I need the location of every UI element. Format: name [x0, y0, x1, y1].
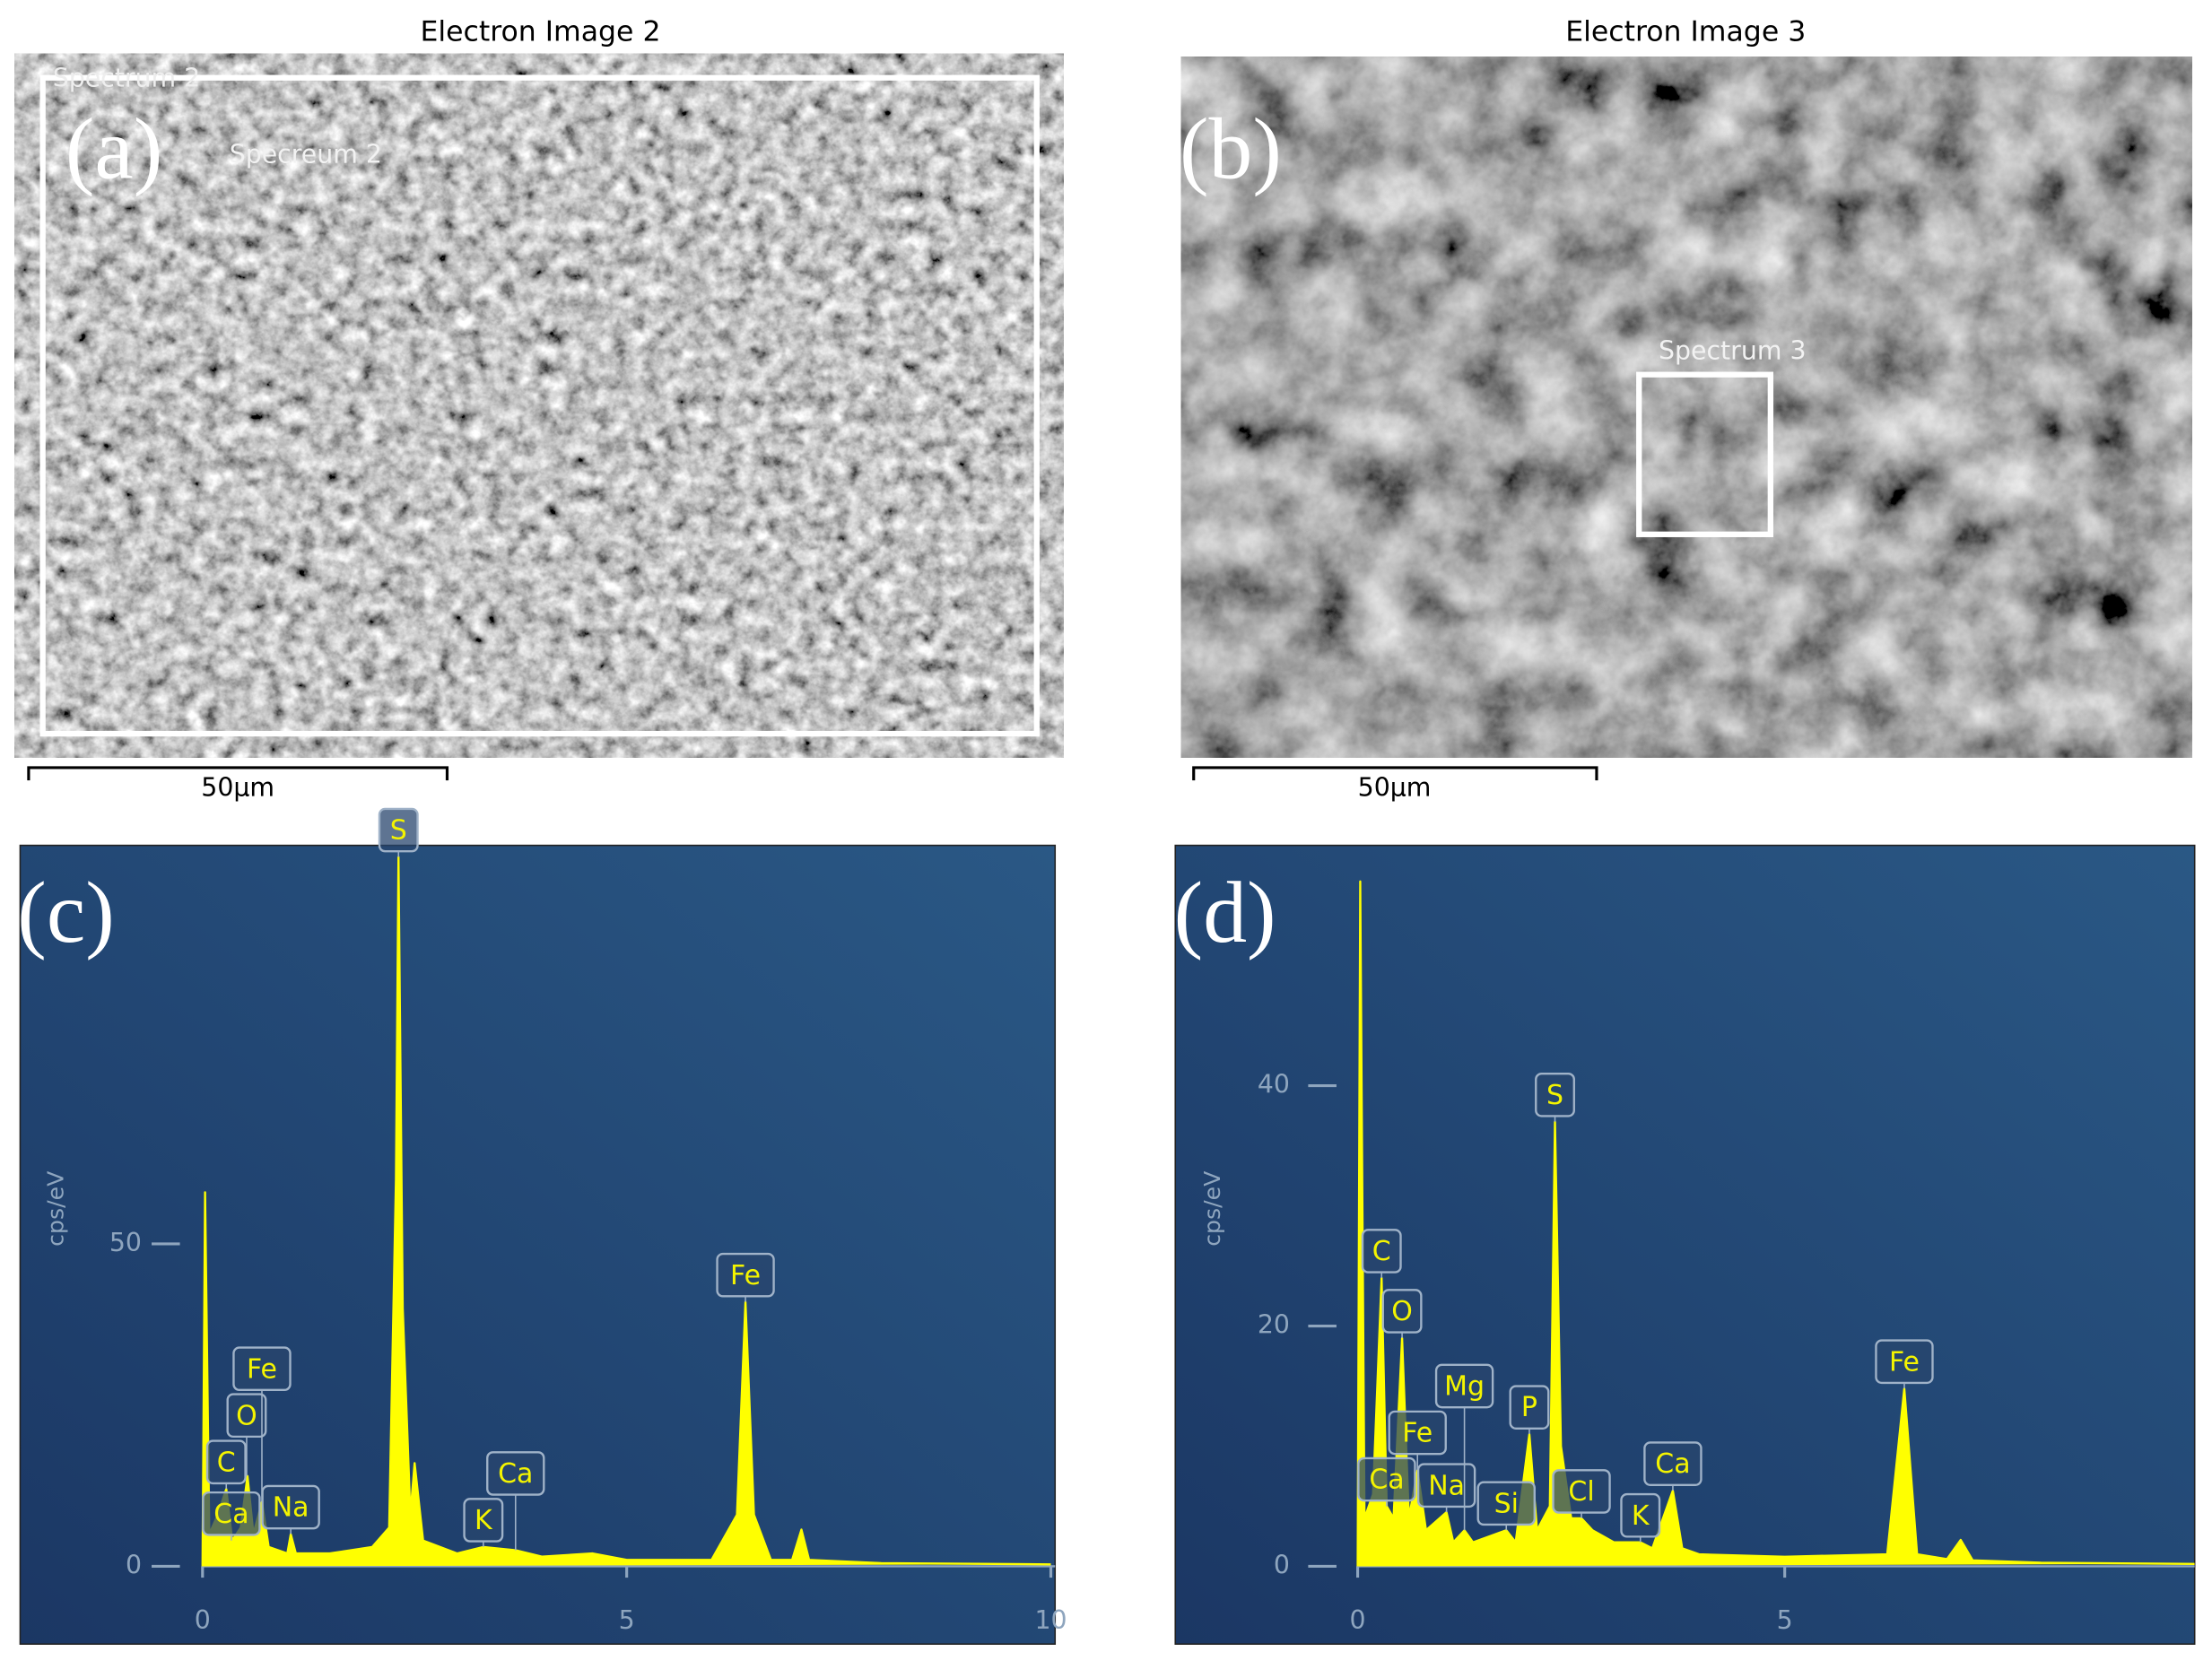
peak-label: K — [1632, 1500, 1650, 1532]
panel-label: (d) — [1174, 865, 1276, 961]
peak-annotation: Fe — [232, 1346, 292, 1502]
peak-label: Fe — [1889, 1346, 1920, 1378]
spectrum-box — [1636, 371, 1773, 537]
peak-annotation: S — [378, 807, 419, 857]
peak-label: Fe — [247, 1353, 277, 1385]
label-box — [1643, 1441, 1703, 1486]
peak-annotation: Na — [1416, 1463, 1476, 1513]
peak-label: S — [1546, 1080, 1563, 1111]
peak-annotation: Ca — [1357, 1456, 1416, 1507]
peak-annotation: Cl — [1552, 1469, 1611, 1518]
x-tick-label: 0 — [1350, 1605, 1366, 1635]
peak-annotation: Ca — [486, 1451, 545, 1551]
peak-annotation: S — [1535, 1072, 1575, 1122]
plot-background — [19, 844, 1057, 1645]
x-tick-label: 10 — [1034, 1605, 1067, 1635]
x-tick-label: 0 — [195, 1605, 211, 1635]
y-tick-label: 40 — [1258, 1070, 1290, 1100]
panel-label: (b) — [1180, 101, 1282, 198]
peak-label: Ca — [1369, 1465, 1404, 1496]
label-box — [1509, 1385, 1550, 1430]
label-box — [1388, 1410, 1447, 1456]
spectrum-label: Spectrum 3 — [1659, 335, 1806, 365]
image-title: Electron Image 3 — [1565, 15, 1806, 48]
peak-label: C — [1372, 1236, 1391, 1267]
peak-label: C — [217, 1447, 236, 1478]
scale-bar — [27, 766, 449, 781]
peak-label: O — [1391, 1296, 1413, 1327]
peak-annotation: Fe — [1875, 1339, 1934, 1389]
peak-label: Ca — [498, 1458, 533, 1490]
label-box — [1476, 1481, 1536, 1526]
peak-label: Cl — [1568, 1476, 1594, 1508]
label-box — [1381, 1289, 1423, 1334]
label-box — [232, 1346, 292, 1392]
sem-image — [1180, 57, 2192, 758]
panel-label: (c) — [17, 865, 114, 961]
peak-label: Ca — [1655, 1448, 1690, 1480]
peak-label: P — [1521, 1392, 1537, 1423]
label-box — [202, 1491, 261, 1536]
peak-label: Na — [1428, 1470, 1465, 1501]
spectrum-label: Specreum 2 — [230, 139, 382, 169]
peak-annotation: Ca — [1643, 1441, 1703, 1491]
peak-label: S — [390, 815, 407, 847]
panel-label: (a) — [65, 101, 162, 198]
scale-label: 50µm — [201, 773, 274, 803]
label-box — [463, 1498, 504, 1543]
label-box — [1535, 1072, 1575, 1117]
peak-annotation: C — [1361, 1229, 1402, 1278]
peak-annotation: K — [463, 1498, 504, 1547]
x-tick-label: 5 — [619, 1605, 635, 1635]
label-box — [486, 1451, 545, 1496]
y-axis-label: cps/eV — [42, 1170, 68, 1247]
peak-annotation: Si — [1476, 1481, 1536, 1531]
label-box — [261, 1484, 320, 1530]
peak-label: Ca — [213, 1499, 248, 1530]
scale-label: 50µm — [1358, 773, 1432, 803]
peak-label: O — [236, 1400, 257, 1431]
image-title: Electron Image 2 — [420, 15, 660, 48]
spectrum-label: Spectrum 2 — [53, 63, 200, 92]
y-tick-label: 50 — [109, 1228, 142, 1257]
label-box — [716, 1252, 775, 1298]
peak-annotation: K — [1620, 1492, 1661, 1543]
peak-label: Si — [1494, 1488, 1519, 1519]
x-tick-label: 5 — [1777, 1605, 1793, 1635]
peak-label: Na — [273, 1492, 309, 1524]
y-axis-label: cps/eV — [1199, 1170, 1225, 1247]
peak-label: Fe — [1402, 1418, 1433, 1449]
label-box — [1357, 1456, 1416, 1502]
label-box — [205, 1439, 247, 1485]
peak-annotation: Mg — [1434, 1363, 1494, 1531]
y-tick-label: 0 — [126, 1550, 142, 1579]
peak-annotation: O — [226, 1393, 267, 1476]
label-box — [226, 1393, 267, 1439]
plot-background — [1174, 844, 2196, 1645]
label-box — [1416, 1463, 1476, 1508]
peak-annotation: Ca — [202, 1491, 261, 1541]
label-box — [378, 807, 419, 853]
peak-annotation: O — [1381, 1289, 1423, 1338]
label-box — [1620, 1492, 1661, 1538]
scale-bar — [1192, 766, 1598, 781]
peak-annotation: Fe — [716, 1252, 775, 1302]
label-box — [1552, 1469, 1611, 1514]
sem-image — [14, 53, 1064, 758]
y-tick-label: 20 — [1258, 1310, 1290, 1340]
peak-label: K — [475, 1505, 493, 1536]
peak-annotation: C — [205, 1439, 247, 1490]
peak-annotation: Fe — [1388, 1410, 1447, 1471]
label-box — [1361, 1229, 1402, 1274]
peak-label: Mg — [1444, 1371, 1485, 1403]
label-box — [1875, 1339, 1934, 1385]
spectrum-box — [39, 74, 1040, 737]
peak-label: Fe — [730, 1260, 761, 1291]
label-box — [1434, 1363, 1494, 1409]
peak-annotation: Na — [261, 1484, 320, 1535]
peak-annotation: P — [1509, 1385, 1550, 1435]
y-tick-label: 0 — [1274, 1550, 1290, 1579]
